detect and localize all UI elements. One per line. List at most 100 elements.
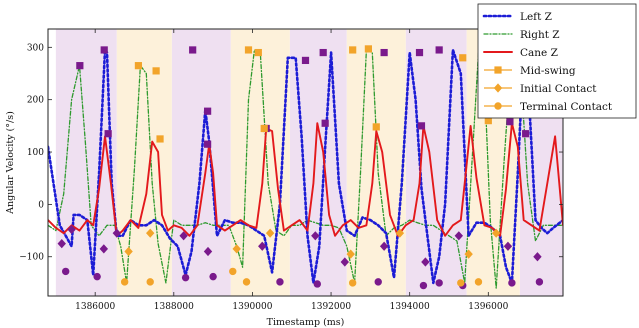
terminal-contact-marker [229,267,237,276]
mid-swing-marker [372,123,380,131]
right-phase-band [116,29,172,296]
legend-entry: Right Z [483,29,560,41]
initial-contact-marker [421,257,430,267]
legend-label: Cane Z [520,47,558,59]
mid-swing-marker [364,45,373,53]
initial-contact-marker [146,228,155,238]
initial-contact-marker [179,231,188,241]
legend: Left Z Right Z Cane Z Mid-swing Initial Cont… [477,3,637,119]
y-tick-label: 300 [27,43,44,53]
y-tick-label: 0 [38,200,44,210]
terminal-contact-marker [61,267,70,276]
initial-contact-marker [340,257,350,267]
mid-swing-marker [417,122,426,130]
legend-label: Terminal Contact [520,101,613,113]
mid-swing-marker [100,46,108,54]
mid-swing-marker [244,46,253,54]
legend-entry: Mid-swing [484,65,576,77]
legend-marker-swatch [493,83,503,93]
initial-contact-marker [503,241,513,251]
terminal-contact-marker [242,278,251,286]
mid-swing-marker [319,48,327,57]
initial-contact-marker [533,252,542,262]
event-markers [57,43,544,290]
mid-swing-marker [204,107,212,115]
legend-label: Right Z [520,29,560,41]
mid-swing-marker [459,54,467,62]
legend-entry: Terminal Contact [484,101,613,113]
legend-entry: Left Z [482,11,552,23]
mid-swing-marker [435,46,443,54]
x-tick-label: 1388000 [154,302,194,312]
terminal-contact-marker [181,273,190,282]
mid-swing-marker [204,140,212,148]
series-lines [48,46,563,289]
x-tick-label: 1390000 [232,302,272,312]
series-line-right-z [48,46,563,289]
initial-contact-marker [112,228,121,238]
series-line-cane-z [48,122,563,237]
initial-contact-marker [258,241,267,251]
mid-swing-marker [152,67,160,75]
mid-swing-marker [104,130,112,138]
initial-contact-marker [464,249,473,259]
terminal-contact-marker [146,278,154,286]
legend-entry: Cane Z [483,47,558,59]
mid-swing-marker [301,56,310,65]
mid-swing-marker [254,48,262,57]
x-axis-ticks: 1386000 1388000 1390000 1392000 1394000 13960… [75,29,509,312]
terminal-contact-marker [474,278,483,286]
terminal-contact-marker [508,279,516,287]
initial-contact-marker [379,241,389,251]
initial-contact-marker [454,231,464,241]
legend-box [477,3,637,119]
initial-contact-marker [67,224,76,235]
plot-frame [47,28,564,297]
mid-swing-marker [189,46,197,54]
y-axis-ticks: −100 0 100 200 300 [19,43,563,263]
initial-contact-marker [99,244,109,254]
terminal-contact-marker [535,278,544,286]
x-tick-label: 1386000 [75,302,115,312]
mid-swing-marker [506,118,514,126]
terminal-contact-marker [93,272,101,281]
y-tick-label: −100 [19,253,44,263]
initial-contact-marker [346,249,355,259]
initial-contact-marker [57,239,66,249]
mid-swing-marker [134,62,143,70]
mid-swing-marker [321,119,329,127]
x-tick-label: 1396000 [468,302,508,312]
legend-label: Mid-swing [520,65,576,77]
initial-contact-marker [265,228,275,238]
mid-swing-marker [76,62,84,70]
mid-swing-marker [522,130,530,138]
x-tick-label: 1394000 [390,302,430,312]
terminal-contact-marker [348,279,357,287]
terminal-contact-marker [209,272,217,281]
terminal-contact-marker [374,278,382,286]
mid-swing-marker [156,135,164,143]
mid-swing-marker [260,124,268,133]
terminal-contact-marker [435,279,443,287]
series-line-left-z [48,48,563,285]
mid-swing-marker [349,46,357,54]
terminal-contact-marker [276,278,284,286]
left-phase-band [405,29,467,296]
terminal-contact-marker [313,280,321,288]
terminal-contact-marker [457,279,465,287]
terminal-contact-marker [419,281,428,290]
mid-swing-marker [415,48,424,57]
legend-marker-swatch [494,66,502,74]
y-tick-label: 100 [27,148,44,158]
mid-swing-marker [380,48,388,57]
x-tick-label: 1392000 [311,302,351,312]
initial-contact-marker [203,246,213,257]
right-phase-band [230,29,290,296]
legend-label: Left Z [520,11,552,23]
legend-marker-swatch [494,102,502,110]
initial-contact-marker [491,228,501,238]
mid-swing-marker [484,117,492,125]
legend-label: Initial Contact [520,83,597,95]
y-axis-label: Angular Velocity (°/s) [5,111,16,215]
